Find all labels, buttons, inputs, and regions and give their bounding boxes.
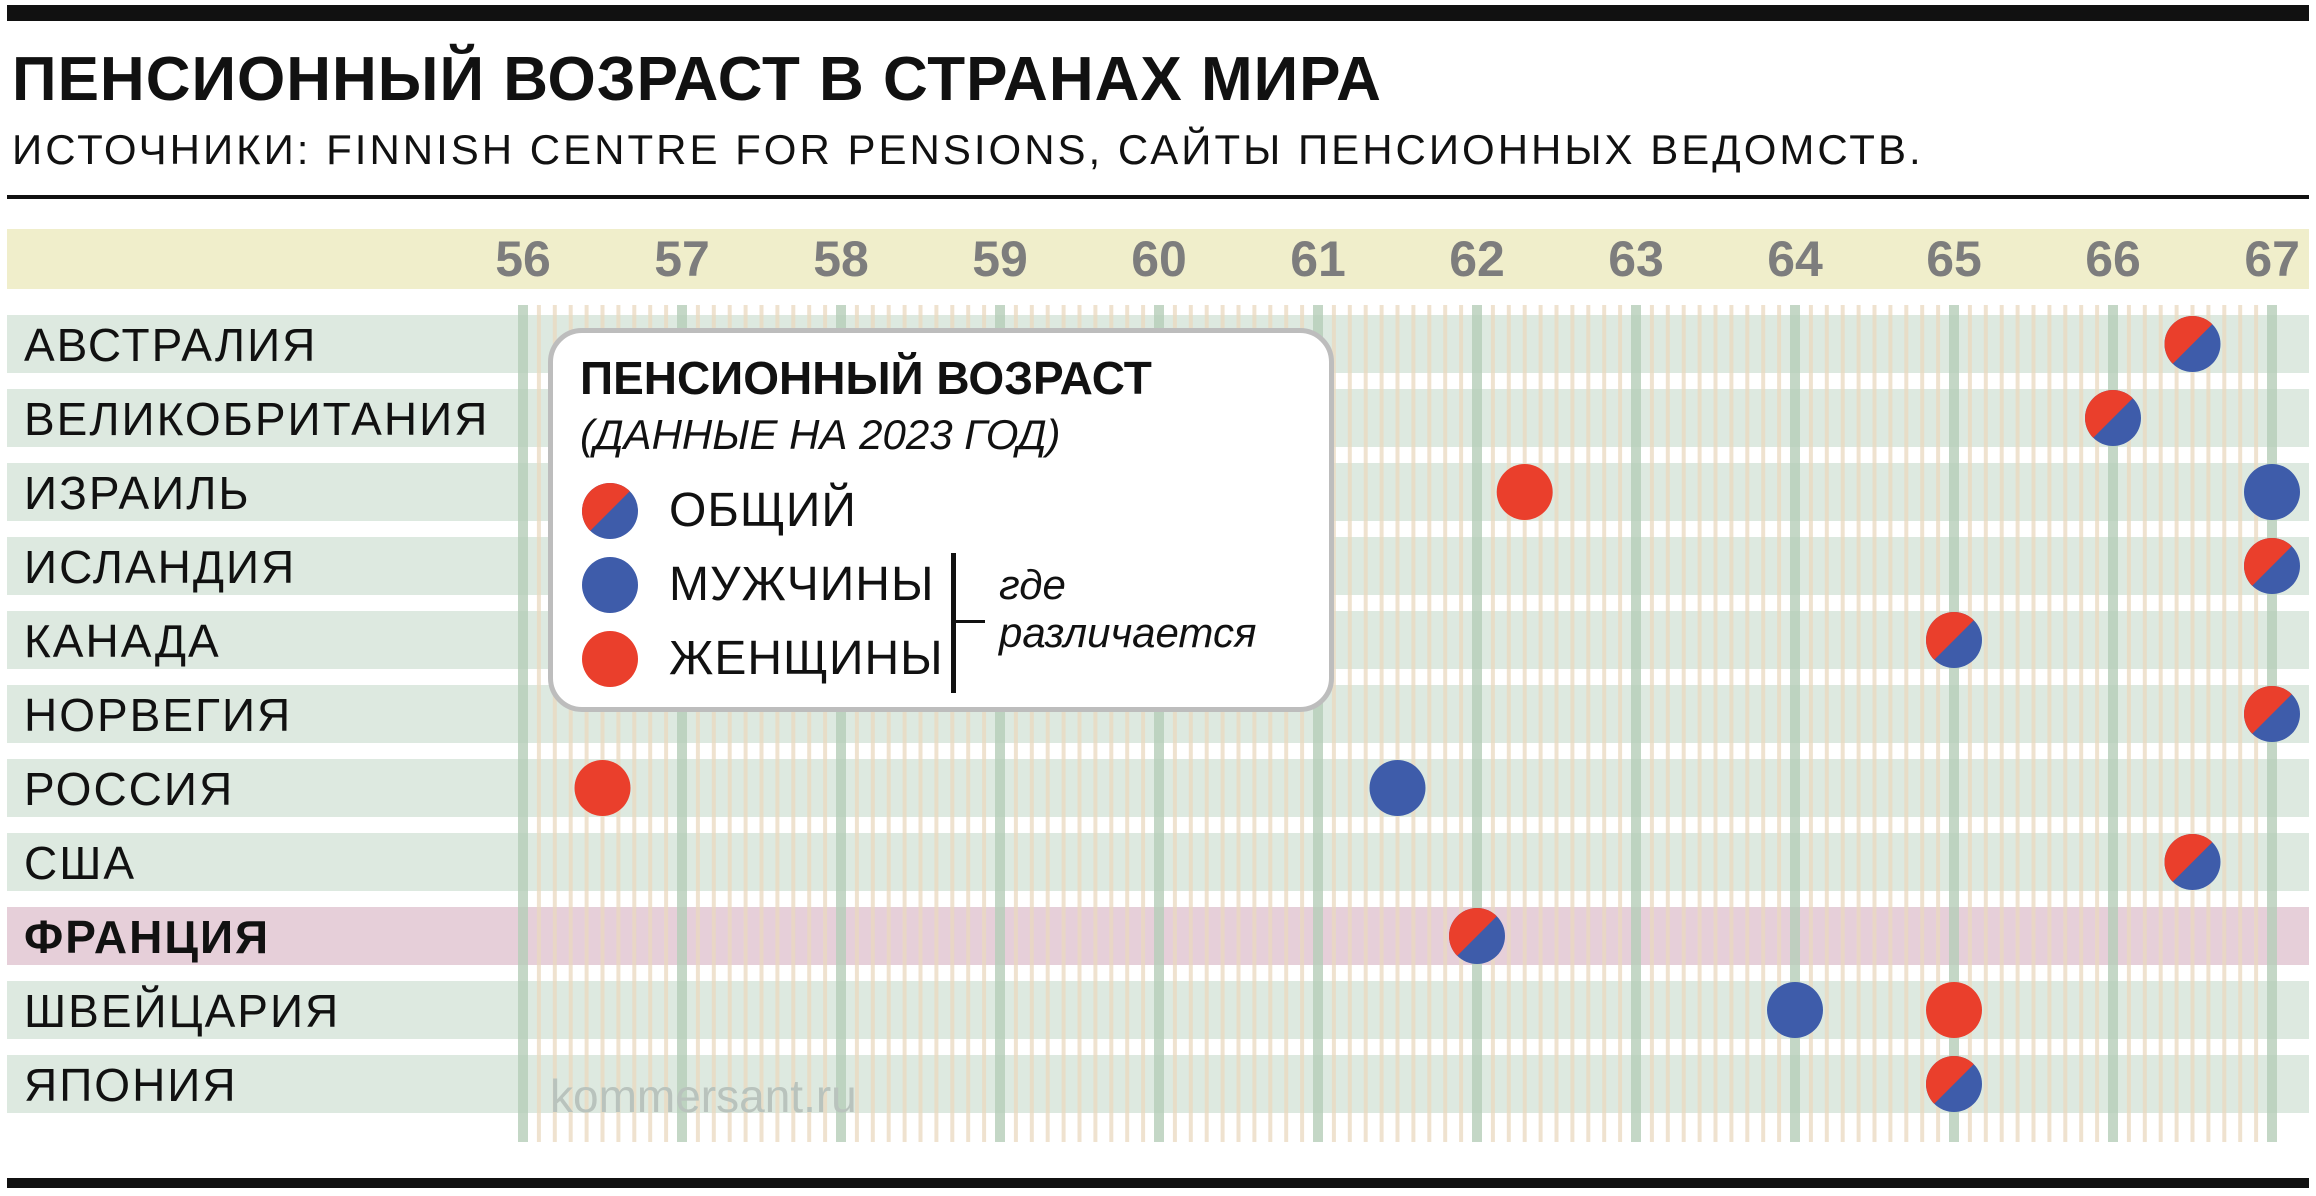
x-tick-label: 59 [972, 231, 1028, 287]
x-tick-label: 58 [813, 231, 869, 287]
row-label: ВЕЛИКОБРИТАНИЯ [24, 393, 489, 445]
legend-women-label: ЖЕНЩИНЫ [669, 632, 944, 685]
legend-general-label: ОБЩИЙ [669, 484, 857, 537]
row-label: РОССИЯ [24, 763, 234, 815]
legend-general-icon [582, 483, 638, 539]
marker-men [1369, 760, 1426, 816]
row-label: ИЗРАИЛЬ [24, 467, 251, 519]
x-tick-label: 67 [2244, 231, 2300, 287]
tick-label-layer: 56 57 58 59 60 61 62 63 64 65 66 67 [495, 231, 2300, 287]
row-label: АВСТРАЛИЯ [24, 319, 317, 371]
axis-band-layer [7, 229, 2309, 289]
marker-general [2164, 834, 2221, 890]
legend-bracket [951, 553, 956, 693]
marker-men [2244, 464, 2300, 520]
x-tick-label: 65 [1926, 231, 1982, 287]
legend-men-icon [582, 557, 638, 613]
x-tick-label: 62 [1449, 231, 1505, 287]
row-label: ЯПОНИЯ [24, 1059, 238, 1111]
x-tick-label: 64 [1767, 231, 1823, 287]
bottom-rule [7, 1178, 2309, 1188]
marker-general [2244, 538, 2300, 594]
x-tick-label: 60 [1131, 231, 1187, 287]
row-label-layer: АВСТРАЛИЯ ВЕЛИКОБРИТАНИЯ ИЗРАИЛЬ ИСЛАНДИЯ КА… [24, 319, 489, 1111]
title-divider [7, 195, 2309, 199]
legend-bracket-tick [955, 620, 985, 623]
legend-box: ПЕНСИОННЫЙ ВОЗРАСТ (ДАННЫЕ НА 2023 ГОД) … [548, 328, 1334, 712]
page-title: ПЕНСИОННЫЙ ВОЗРАСТ В СТРАНАХ МИРА [12, 45, 1382, 114]
marker-men [1767, 982, 1823, 1038]
x-tick-label: 56 [495, 231, 551, 287]
row-label: ШВЕЙЦАРИЯ [24, 985, 340, 1037]
marker-general [2085, 390, 2141, 446]
watermark: kommersant.ru [550, 1070, 857, 1122]
row-label: НОРВЕГИЯ [24, 689, 292, 741]
legend-note-line1: где [999, 561, 1066, 608]
x-tick-label: 57 [654, 231, 710, 287]
marker-women [1926, 982, 1982, 1038]
marker-layer [574, 316, 2300, 1112]
marker-women [574, 760, 631, 816]
row-label: ИСЛАНДИЯ [24, 541, 296, 593]
legend-subtitle: (ДАННЫЕ НА 2023 ГОД) [580, 411, 1061, 458]
legend-title: ПЕНСИОННЫЙ ВОЗРАСТ [580, 352, 1152, 404]
marker-women [1496, 464, 1553, 520]
marker-general [1449, 908, 1505, 964]
x-tick-label: 63 [1608, 231, 1664, 287]
marker-general [1926, 1056, 1982, 1112]
legend-note-line2: различается [999, 609, 1257, 656]
grid-layer [518, 305, 2277, 1142]
legend-men-label: МУЖЧИНЫ [669, 558, 935, 611]
top-rule [7, 5, 2309, 21]
legend-women-icon [582, 631, 638, 687]
row-label: США [24, 837, 136, 889]
row-label: ФРАНЦИЯ [24, 911, 270, 963]
page-subtitle: ИСТОЧНИКИ: FINNISH CENTRE FOR PENSIONS, … [12, 126, 1924, 173]
axis-band [7, 229, 2309, 289]
x-tick-label: 66 [2085, 231, 2141, 287]
x-tick-label: 61 [1290, 231, 1346, 287]
marker-general [2244, 686, 2300, 742]
marker-general [1926, 612, 1982, 668]
marker-general [2164, 316, 2221, 372]
row-label: КАНАДА [24, 615, 221, 667]
